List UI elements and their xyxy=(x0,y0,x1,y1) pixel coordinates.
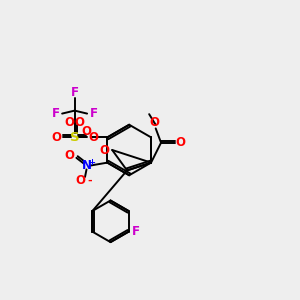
Text: O: O xyxy=(88,131,98,144)
Text: O: O xyxy=(64,149,74,162)
Text: O: O xyxy=(64,116,75,129)
Text: N: N xyxy=(82,159,92,172)
Text: O: O xyxy=(150,116,160,129)
Text: O: O xyxy=(176,136,185,149)
Text: F: F xyxy=(132,225,140,238)
Text: O: O xyxy=(82,125,92,138)
Text: O: O xyxy=(51,131,61,144)
Text: S: S xyxy=(70,131,80,144)
Text: O: O xyxy=(100,143,110,157)
Text: O: O xyxy=(75,116,85,129)
Text: +: + xyxy=(88,158,95,166)
Text: O: O xyxy=(75,174,85,187)
Text: F: F xyxy=(90,107,98,120)
Text: F: F xyxy=(52,107,60,120)
Text: F: F xyxy=(70,86,79,99)
Text: -: - xyxy=(88,176,92,185)
